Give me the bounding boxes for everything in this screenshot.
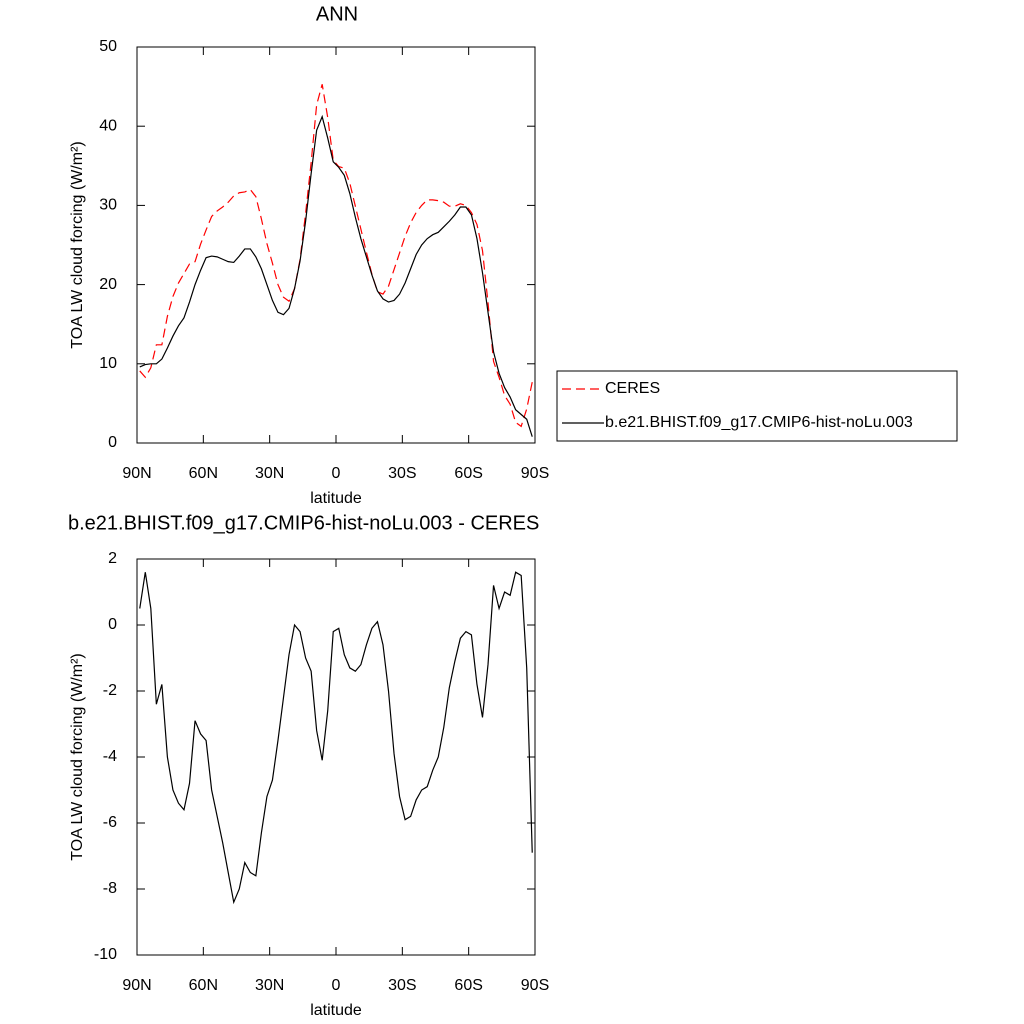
x-tick-label: 30S bbox=[388, 977, 416, 994]
y-tick-label: 30 bbox=[99, 197, 117, 214]
plot-frame bbox=[136, 46, 536, 444]
chart-title: ANN bbox=[316, 3, 358, 25]
y-tick-label: -2 bbox=[103, 682, 117, 699]
x-tick-label: 90S bbox=[521, 977, 549, 994]
y-axis-label: TOA LW cloud forcing (W/m²) bbox=[69, 141, 86, 348]
y-tick-label: 10 bbox=[99, 355, 117, 372]
x-tick-label: 60N bbox=[189, 977, 218, 994]
y-tick-label: -8 bbox=[103, 880, 117, 897]
x-tick-label: 90S bbox=[521, 465, 549, 482]
legend-box bbox=[556, 370, 958, 442]
x-tick-label: 60S bbox=[454, 465, 482, 482]
y-tick-label: -10 bbox=[94, 946, 117, 963]
y-tick-label: -4 bbox=[103, 748, 117, 765]
data-line bbox=[139, 571, 533, 905]
x-axis-label: latitude bbox=[310, 1002, 362, 1019]
x-tick-label: 60N bbox=[189, 465, 218, 482]
x-tick-label: 30N bbox=[255, 977, 284, 994]
y-tick-label: 40 bbox=[99, 117, 117, 134]
y-tick-label: -6 bbox=[103, 814, 117, 831]
chart-title: b.e21.BHIST.f09_g17.CMIP6-hist-noLu.003 … bbox=[68, 512, 539, 534]
y-tick-label: 50 bbox=[99, 38, 117, 55]
x-tick-label: 0 bbox=[332, 465, 341, 482]
x-tick-label: 90N bbox=[122, 465, 151, 482]
legend-label: b.e21.BHIST.f09_g17.CMIP6-hist-noLu.003 bbox=[605, 414, 913, 431]
x-tick-label: 90N bbox=[122, 977, 151, 994]
y-axis-label: TOA LW cloud forcing (W/m²) bbox=[69, 653, 86, 860]
data-line bbox=[139, 114, 533, 437]
y-tick-label: 2 bbox=[108, 550, 117, 567]
y-tick-label: 0 bbox=[108, 616, 117, 633]
y-tick-label: 20 bbox=[99, 276, 117, 293]
x-axis-label: latitude bbox=[310, 490, 362, 507]
x-tick-label: 30S bbox=[388, 465, 416, 482]
y-tick-label: 0 bbox=[108, 434, 117, 451]
data-line bbox=[139, 84, 533, 428]
plot-frame bbox=[136, 558, 536, 956]
x-tick-label: 30N bbox=[255, 465, 284, 482]
x-tick-label: 0 bbox=[332, 977, 341, 994]
legend-label: CERES bbox=[605, 380, 660, 397]
x-tick-label: 60S bbox=[454, 977, 482, 994]
